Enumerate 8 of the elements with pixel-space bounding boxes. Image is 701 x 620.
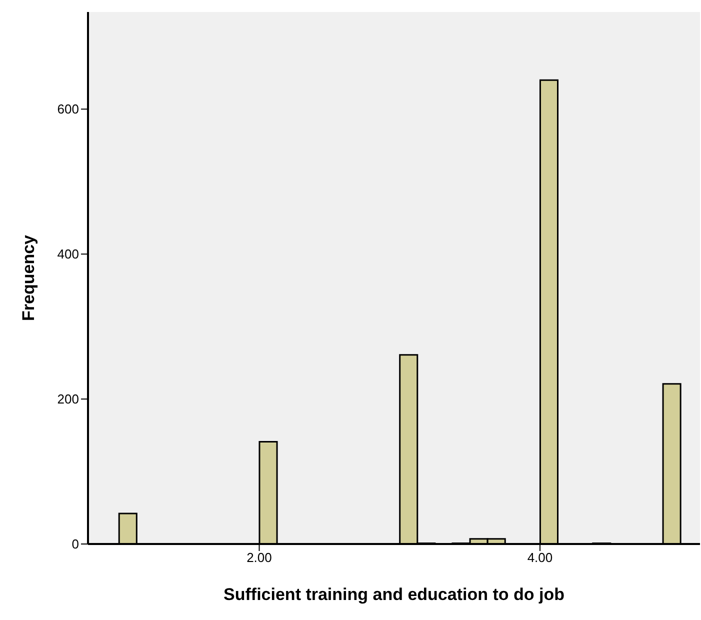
- x-tick-label: 2.00: [246, 550, 272, 566]
- x-tick-label: 4.00: [527, 550, 553, 566]
- y-tick-label: 0: [72, 536, 79, 552]
- y-tick-label: 600: [57, 102, 79, 117]
- y-tick-label: 400: [57, 246, 79, 262]
- y-axis-title: Frequency: [19, 234, 38, 321]
- x-axis-title: Sufficient training and education to do job: [224, 585, 564, 604]
- y-tick-label: 200: [57, 392, 79, 407]
